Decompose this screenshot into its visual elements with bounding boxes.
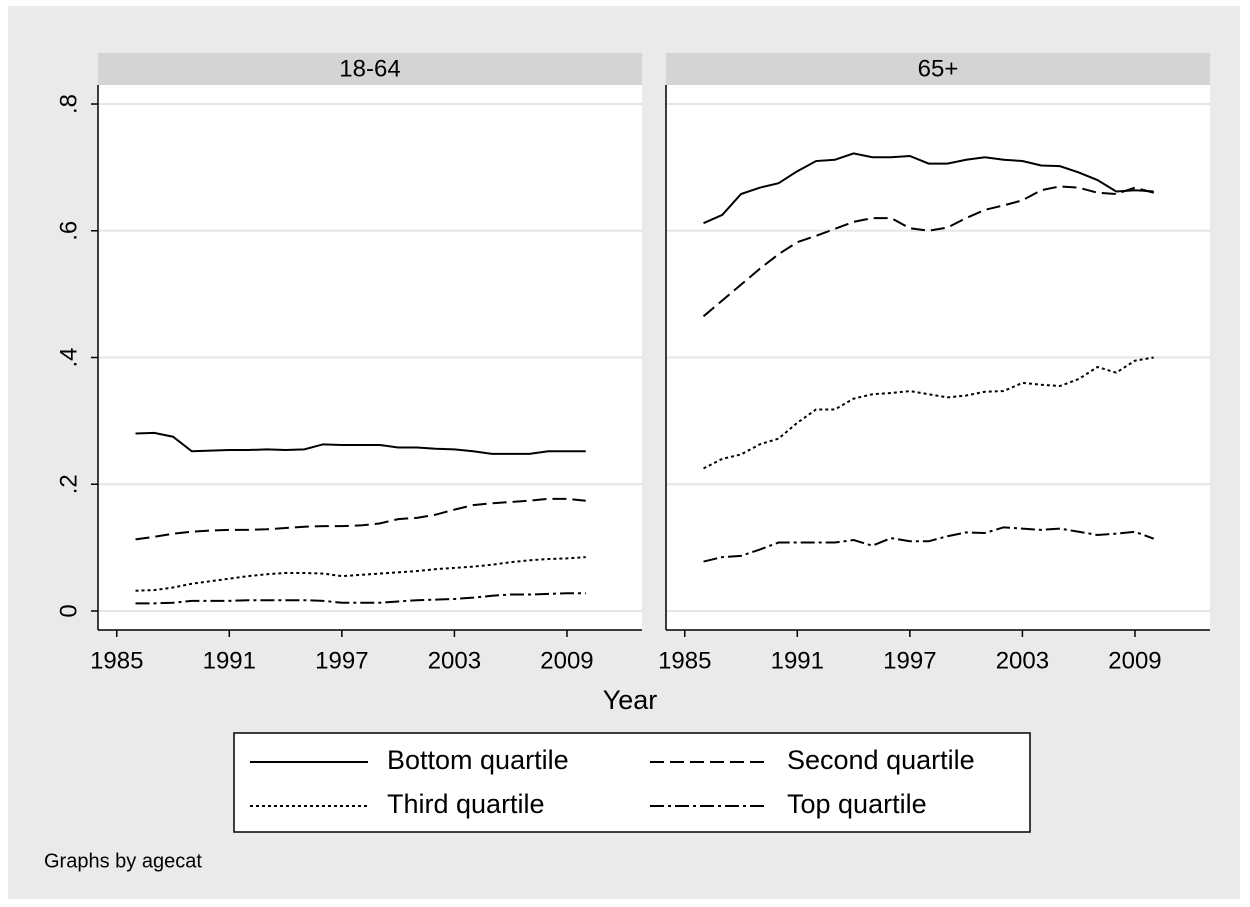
x-tick-label: 1985	[90, 647, 143, 674]
y-tick-label: .2	[55, 474, 82, 494]
panel-title: 18-64	[339, 55, 400, 82]
legend-label: Third quartile	[387, 789, 545, 819]
x-tick-label: 1997	[883, 647, 936, 674]
x-tick-label: 1991	[771, 647, 824, 674]
series-line	[703, 526, 1155, 563]
legend	[233, 732, 1031, 833]
legend-label: Bottom quartile	[387, 745, 569, 775]
x-tick-label: 1991	[203, 647, 256, 674]
x-tick-label: 2009	[540, 647, 593, 674]
note: Graphs by agecat	[44, 850, 202, 872]
series-line	[135, 592, 586, 605]
y-tick-label: .4	[55, 347, 82, 367]
panel-strip	[666, 53, 1210, 85]
x-tick-label: 2003	[428, 647, 481, 674]
x-tick-label: 2003	[996, 647, 1049, 674]
y-tick-label: .6	[55, 221, 82, 241]
y-tick-label: .8	[55, 94, 82, 114]
x-tick-label: 2009	[1108, 647, 1161, 674]
y-tick-label: 0	[55, 604, 82, 617]
x-tick-label: 1997	[315, 647, 368, 674]
x-tick-label: 1985	[658, 647, 711, 674]
legend-label: Second quartile	[787, 745, 975, 775]
series-line	[135, 431, 586, 455]
panel-title: 65+	[918, 55, 959, 82]
series-line	[703, 152, 1154, 225]
panel-strip	[98, 53, 642, 85]
x-axis-label: Year	[603, 685, 658, 715]
legend-label: Top quartile	[787, 789, 927, 819]
series-line	[135, 497, 586, 541]
